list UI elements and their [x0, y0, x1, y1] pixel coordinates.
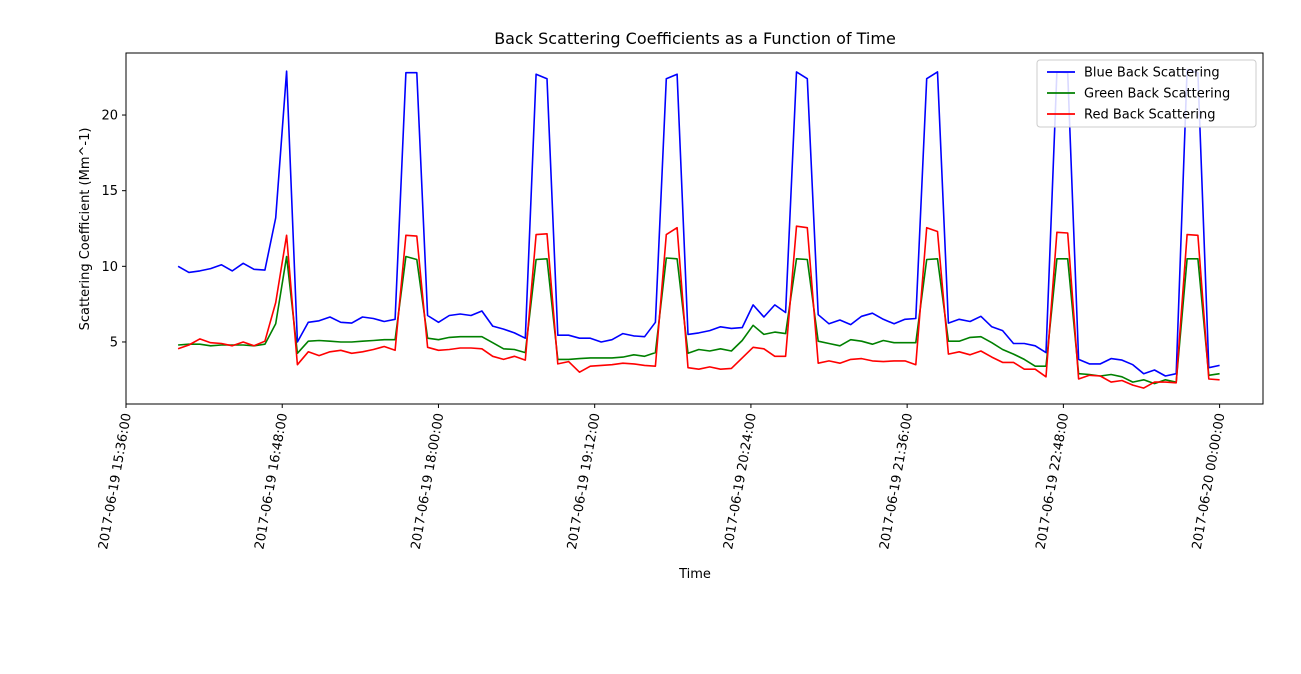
y-tick-label: 10: [101, 260, 118, 275]
y-tick-label: 20: [101, 109, 118, 124]
plot-frame: [125, 52, 1264, 405]
legend-box: [1036, 59, 1257, 128]
chart-title: Back Scattering Coefficients as a Functi…: [494, 29, 896, 48]
legend: Blue Back Scattering Green Back Scatterin…: [1036, 59, 1257, 128]
y-tick-label: 15: [101, 184, 118, 199]
legend-label-3: Red Back Scattering: [1084, 108, 1216, 123]
x-axis-label: Time: [678, 567, 711, 582]
series-line-2: [178, 255, 1220, 385]
x-tick-label: 2017-06-20 00:00:00: [1190, 412, 1229, 551]
series-line-3: [177, 225, 1220, 389]
legend-label-1: Blue Back Scattering: [1084, 66, 1220, 81]
x-axis-ticks: 2017-06-19 15:36:00 2017-06-19 16:48:00 20…: [96, 404, 1229, 551]
legend-label-2: Green Back Scattering: [1084, 87, 1230, 102]
y-axis-ticks: 5 10 15 20: [101, 109, 126, 350]
y-tick-label: 5: [110, 335, 118, 350]
y-axis-label: Scattering Coefficient (Mm^-1): [78, 128, 93, 331]
x-tick-label: 2017-06-19 21:36:00: [877, 412, 916, 551]
x-tick-label: 2017-06-19 22:48:00: [1034, 412, 1073, 551]
series-line-1: [177, 68, 1220, 377]
x-tick-label: 2017-06-19 18:00:00: [409, 412, 448, 551]
x-tick-label: 2017-06-19 20:24:00: [721, 412, 760, 551]
series-lines: [177, 68, 1220, 389]
x-tick-label: 2017-06-19 19:12:00: [565, 412, 604, 551]
x-tick-label: 2017-06-19 16:48:00: [252, 412, 291, 551]
x-tick-label: 2017-06-19 15:36:00: [96, 412, 135, 551]
